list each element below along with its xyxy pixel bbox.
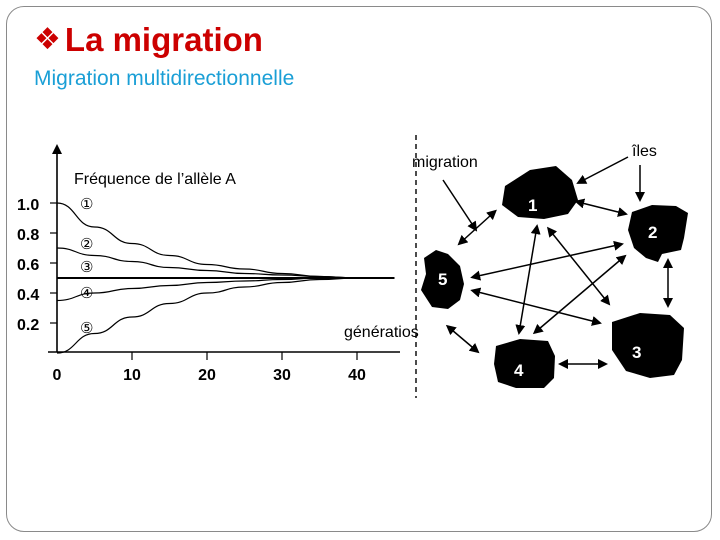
slide-title: La migration [64, 21, 263, 58]
curve-1 [56, 202, 395, 279]
migration-arrow-1-4 [515, 224, 541, 335]
migration-arrow-5-4 [445, 324, 480, 354]
migration-arrow-5-3 [470, 287, 602, 326]
curves-group [56, 202, 395, 354]
y-tick-label-1-0: 1.0 [17, 197, 39, 214]
migration-label: migration [412, 154, 478, 171]
curve-marker-3: ③ [80, 259, 93, 276]
island-5-label: 5 [438, 270, 447, 289]
x-tick-label-0: 0 [53, 367, 62, 384]
islands-label: îles [631, 143, 657, 160]
y-axis-label: Fréquence de l’allèle A [74, 171, 236, 188]
migration-arrow-1-5 [457, 209, 497, 246]
migration-arrow-5-2 [470, 240, 624, 281]
migration-arrow-1-2 [574, 198, 628, 217]
x-tick-label-20: 20 [198, 367, 216, 384]
curve-marker-1: ① [80, 196, 93, 213]
curve-marker-5: ⑤ [80, 320, 93, 337]
x-axis-label: génératios [344, 324, 419, 341]
slide-subtitle: Migration multidirectionnelle [34, 67, 295, 90]
curve-2 [56, 247, 395, 279]
island-3-shape [612, 313, 684, 378]
y-tick-label-0-8: 0.8 [17, 227, 39, 244]
y-tick-label-0-4: 0.4 [17, 287, 39, 304]
island-4-shape [494, 339, 555, 388]
migration-arrow-4-2 [532, 254, 627, 335]
islands-diagram: migration îles 1 2 3 4 5 [412, 143, 688, 388]
island-2-shape [628, 205, 688, 262]
island-3-label: 3 [632, 343, 641, 362]
diamond-bullet-icon: ❖ [34, 22, 61, 57]
curve-4 [56, 277, 395, 302]
island-4-label: 4 [514, 361, 524, 380]
x-tick-label-40: 40 [348, 367, 366, 384]
arrow-migration-label [442, 179, 478, 232]
island-1-label: 1 [528, 196, 537, 215]
island-5-shape [421, 250, 464, 309]
curve-marker-2: ② [80, 236, 93, 253]
y-tick-label-0-6: 0.6 [17, 257, 39, 274]
curve-marker-4: ④ [80, 285, 93, 302]
allele-frequency-chart: 1.0 0.8 0.6 0.4 0.2 0 10 20 30 40 Fréque… [17, 144, 419, 384]
arrow-iles-to-island-1 [576, 156, 629, 184]
island-1-shape [502, 166, 578, 219]
title-row: ❖ La migration [34, 20, 263, 60]
x-tick-label-10: 10 [123, 367, 141, 384]
curve-5 [56, 277, 395, 354]
y-tick-label-0-2: 0.2 [17, 317, 39, 334]
x-tick-label-30: 30 [273, 367, 291, 384]
island-2-label: 2 [648, 223, 657, 242]
